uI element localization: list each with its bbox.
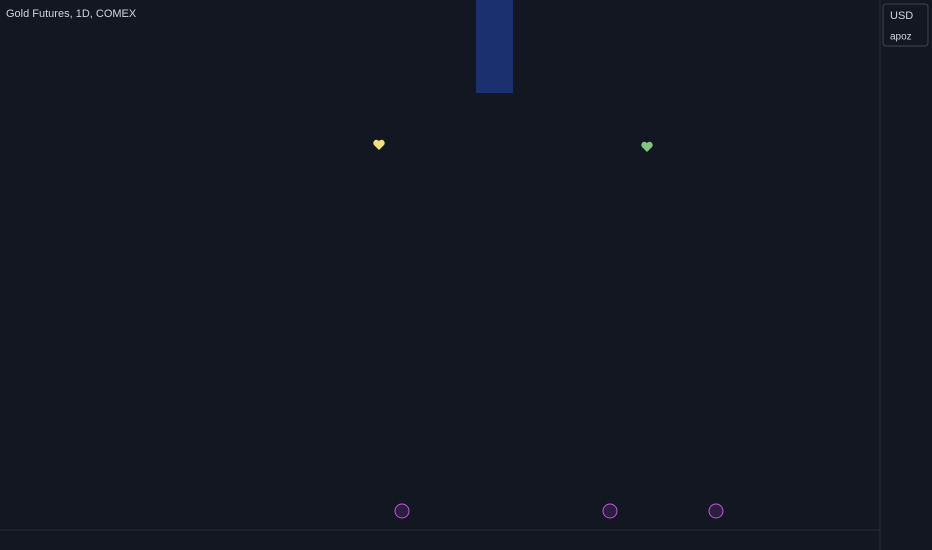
icons — [373, 139, 724, 519]
currency: USD — [890, 10, 913, 22]
event-icon[interactable] — [708, 503, 724, 519]
event-icon[interactable] — [602, 503, 618, 519]
long-zone — [476, 0, 513, 93]
price-axis — [880, 0, 932, 550]
fib-retracement — [476, 0, 513, 93]
chart-title: Gold Futures, 1D, COMEX — [6, 8, 137, 20]
event-icon[interactable] — [394, 503, 410, 519]
heart-icon — [641, 141, 653, 152]
account: apoz — [890, 32, 912, 43]
heart-icon — [373, 139, 385, 150]
currency-box[interactable] — [882, 3, 929, 47]
